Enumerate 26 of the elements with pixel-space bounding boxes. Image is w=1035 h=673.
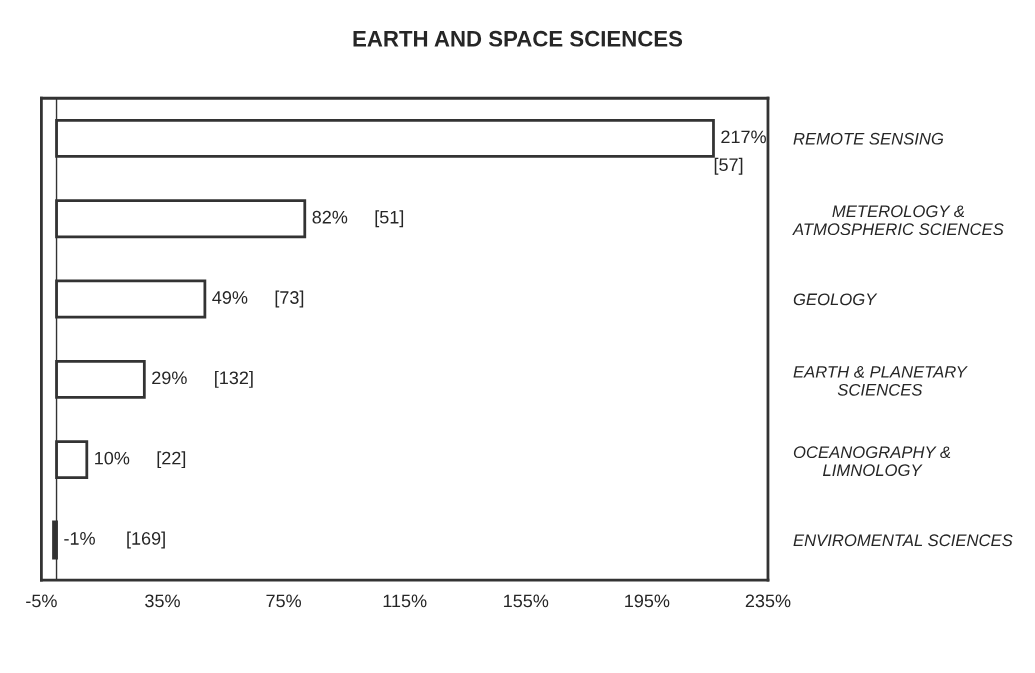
- x-tick-label: 235%: [745, 594, 791, 608]
- x-tick-label: 75%: [266, 594, 302, 608]
- data-label: 29%: [152, 371, 187, 385]
- data-label: 49%: [212, 291, 248, 304]
- data-label: 82%: [312, 210, 348, 224]
- y-tick-label: GEOLOGY: [793, 293, 878, 306]
- annotation: [22]: [157, 451, 186, 469]
- y-tick-label: OCEANOGRAPHY & LIMNOLOGY: [793, 446, 951, 477]
- x-tick-label: 35%: [145, 594, 180, 608]
- annotation: [57]: [714, 157, 743, 175]
- y-tick-label: REMOTE SENSING: [793, 132, 944, 145]
- data-label: 10%: [95, 451, 130, 465]
- y-tick-label: METEROLOGY & ATMOSPHERIC SCIENCES: [792, 205, 1004, 236]
- annotation: [169]: [127, 531, 165, 549]
- data-label: -1%: [64, 532, 95, 545]
- data-label: 217%: [721, 130, 766, 144]
- chart-title: EARTH AND SPACE SCIENCES: [353, 30, 683, 47]
- y-tick-label: ENVIROMENTAL SCIENCES: [793, 534, 1013, 547]
- x-tick-label: 195%: [625, 594, 670, 608]
- x-tick-label: -5%: [26, 594, 57, 608]
- x-tick-label: 115%: [383, 594, 427, 608]
- y-tick-label: EARTH & PLANETARY SCIENCES: [793, 366, 968, 396]
- annotation: [73]: [275, 290, 304, 308]
- annotation: [132]: [215, 370, 253, 388]
- annotation: [51]: [375, 210, 404, 228]
- x-tick-label: 155%: [504, 594, 549, 608]
